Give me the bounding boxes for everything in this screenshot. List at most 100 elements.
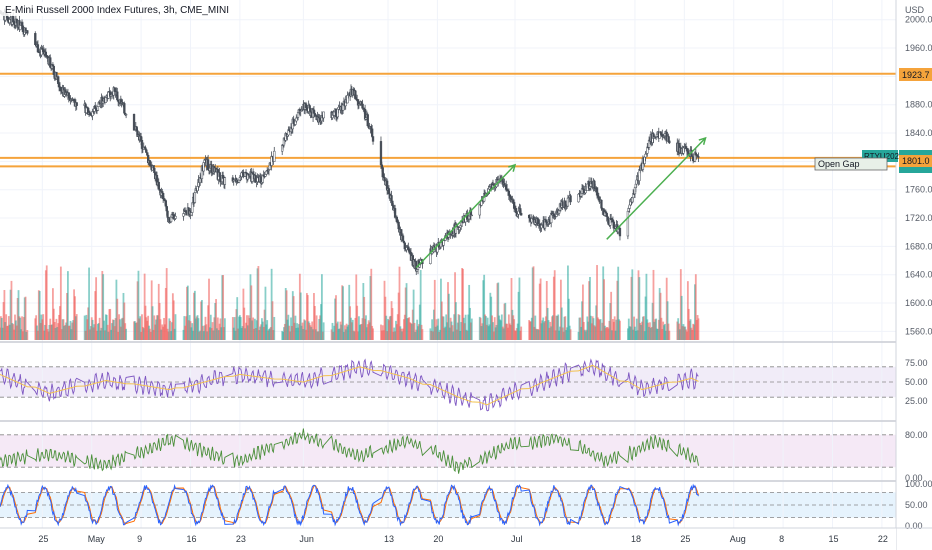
volume-bar (539, 278, 542, 340)
volume-bar (306, 295, 309, 340)
volume-bar (123, 302, 126, 340)
volume-bar (635, 318, 638, 340)
volume-bar (599, 319, 602, 340)
volume-bar (351, 319, 354, 340)
volume-bar (553, 270, 556, 340)
mfi-pane[interactable] (0, 428, 699, 474)
price-tick-label: 1760.0 (905, 185, 932, 195)
volume-bars (0, 265, 700, 340)
time-axis-background (0, 528, 896, 550)
volume-bar (413, 322, 416, 340)
candle-body (96, 106, 100, 111)
rsi-pane[interactable] (0, 358, 699, 412)
volume-bar (233, 317, 236, 340)
volume-bar (252, 317, 255, 340)
time-label: 18 (631, 534, 641, 544)
volume-bar (42, 314, 45, 340)
volume-bar (222, 275, 225, 340)
volume-bar (98, 317, 101, 340)
candle-body (618, 228, 622, 237)
volume-bar (557, 314, 560, 340)
volume-bar (165, 268, 168, 340)
candle-body (408, 248, 411, 252)
time-label: 16 (186, 534, 196, 544)
price-candles (0, 8, 700, 276)
trend-lines[interactable] (415, 136, 707, 269)
price-tick-label: 1720.0 (905, 213, 932, 223)
candle-body (166, 210, 169, 218)
time-axis-labels[interactable]: 25 May 9 16 23 Jun 13 20 Jul 18 25 Aug 8 15 22 (38, 534, 888, 544)
volume-bar (172, 300, 175, 340)
volume-bar (313, 305, 316, 340)
price-tick-label: 1560.0 (905, 326, 932, 336)
mfi-line (0, 428, 699, 474)
volume-bar (17, 290, 20, 340)
trend-arrowhead-1 (698, 136, 707, 145)
symbol-title[interactable]: E-Mini Russell 2000 Index Futures, 3h, C… (5, 5, 229, 16)
volume-bar (697, 318, 700, 340)
candle-body (174, 215, 177, 219)
volume-bar (520, 326, 523, 340)
volume-bar (458, 315, 461, 340)
volume-bar (3, 290, 6, 340)
open-gap-note[interactable]: Open Gap (814, 157, 888, 171)
volume-bar (236, 297, 239, 340)
volume-bar (492, 322, 494, 340)
rsi-line (0, 358, 699, 412)
mfi-band (0, 434, 896, 468)
time-label: 13 (384, 534, 394, 544)
resistance-price-badge: 1923.7 (899, 68, 932, 81)
candle-body (44, 51, 48, 56)
volume-bar (292, 296, 295, 340)
time-label: Aug (730, 534, 746, 544)
candle-body (123, 103, 126, 114)
volume-bar (285, 290, 288, 340)
volume-bar (19, 317, 22, 340)
candle-body (520, 212, 523, 216)
volume-bar (645, 273, 648, 340)
volume-bar (596, 265, 598, 340)
candle-body (75, 102, 78, 106)
volume-bar (243, 307, 246, 340)
price-axis-background (896, 0, 932, 550)
candle-body (124, 114, 128, 116)
candle-body (193, 192, 197, 203)
candle-body (395, 216, 399, 223)
stochastic-pane[interactable] (0, 483, 699, 527)
volume-bar (619, 320, 621, 340)
grid (0, 0, 896, 528)
volume-bar (331, 322, 334, 340)
volume-bar (455, 302, 457, 340)
axis-tick-labels[interactable]: 2000.01960.01920.01880.01840.01800.01760… (905, 15, 932, 531)
stoch-k-line (0, 483, 699, 527)
candle-body (223, 177, 227, 185)
volume-bar (67, 271, 69, 340)
candle-body (371, 128, 374, 137)
title-background (0, 2, 182, 16)
volume-bar (391, 308, 394, 340)
price-tick-label: 1880.0 (905, 100, 932, 110)
volume-bar (589, 276, 591, 340)
volume-bar (95, 277, 98, 340)
trend-line-1 (606, 137, 707, 240)
open-gap-label: Open Gap (818, 159, 860, 169)
trend-line-0 (415, 164, 516, 269)
rsi-tick-label: 25.00 (905, 396, 928, 406)
volume-bar (75, 314, 78, 340)
volume-bar (363, 296, 366, 340)
current-price-badge: 1801.0 (899, 150, 932, 173)
volume-bar (613, 316, 616, 340)
rsi-tick-label: 75.00 (905, 358, 928, 368)
resistance-price-value: 1923.7 (902, 70, 930, 80)
pane-separators[interactable] (0, 341, 932, 482)
volume-bar (102, 274, 105, 340)
price-tick-label: 1600.0 (905, 298, 932, 308)
volume-bar (370, 268, 373, 340)
price-tick-label: 1640.0 (905, 270, 932, 280)
candle-body (366, 114, 369, 127)
volume-bar (431, 319, 434, 340)
stoch-tick-label: 100.00 (905, 479, 932, 489)
volume-bar (59, 266, 62, 340)
